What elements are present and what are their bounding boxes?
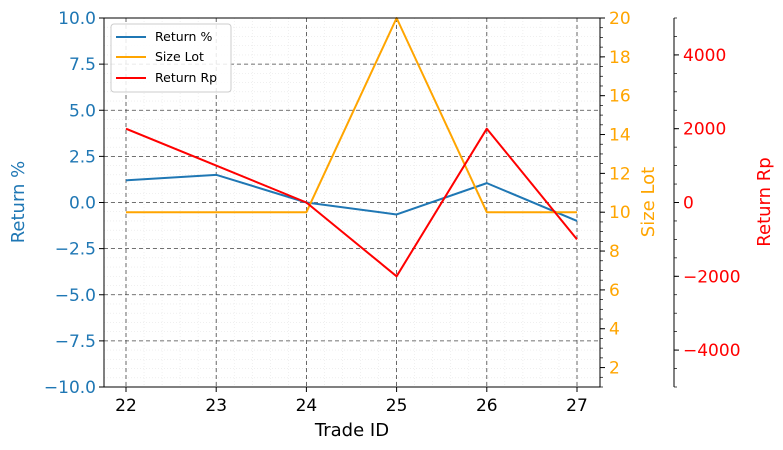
size-lot-tick-label: 8 [609,242,620,262]
return-rp-tick-label: −4000 [683,341,741,361]
left-axis-title: Return % [8,161,29,244]
size-lot-tick-label: 16 [609,87,631,107]
return-rp-tick-label: 4000 [683,46,726,66]
size-lot-tick-label: 12 [609,164,631,184]
x-tick-label: 23 [205,396,227,416]
size-lot-tick-label: 18 [609,48,631,68]
legend: Return % Size Lot Return Rp [110,23,232,93]
size-lot-axis: 2 4 6 8 10 12 14 16 18 20 [600,9,631,388]
series-line-return-rp [125,127,578,278]
return-rp-tick-label: 0 [683,194,694,214]
size-lot-tick-label: 20 [609,9,631,29]
legend-label-return-pct: Return % [155,29,212,44]
x-tick-label: 25 [386,396,408,416]
size-lot-tick-label: 6 [609,281,620,301]
x-tick-label: 26 [476,396,498,416]
left-axis-tick-label: −10.0 [44,378,96,398]
series-line-size-lot [126,17,577,214]
legend-box [110,23,232,93]
size-lot-tick-label: 4 [609,320,620,340]
left-axis: −10.0 −7.5 −5.0 −2.5 0.0 2.5 5.0 7.5 10.0 [44,9,104,398]
legend-label-return-rp: Return Rp [155,70,217,85]
legend-label-size-lot: Size Lot [155,49,204,64]
size-lot-tick-label: 14 [609,126,631,146]
size-lot-tick-label: 10 [609,203,631,223]
return-rp-tick-label: 2000 [683,120,726,140]
series-lines [125,17,578,278]
left-axis-tick-label: −7.5 [55,332,96,352]
return-rp-tick-label: −2000 [683,267,741,287]
size-lot-tick-label: 2 [609,359,620,379]
left-axis-tick-label: 0.0 [69,194,96,214]
x-axis: 22 23 24 25 26 27 [115,387,588,416]
x-tick-label: 27 [566,396,588,416]
left-axis-tick-label: 2.5 [69,147,96,167]
left-axis-tick-label: 5.0 [69,101,96,121]
size-lot-axis-title: Size Lot [638,167,659,237]
x-tick-label: 22 [115,396,137,416]
left-axis-tick-label: 7.5 [69,55,96,75]
left-axis-tick-label: −5.0 [55,286,96,306]
return-rp-axis-title: Return Rp [754,157,775,246]
x-axis-title: Trade ID [314,420,389,441]
left-axis-tick-label: 10.0 [58,9,96,29]
series-line-return [125,173,578,222]
left-axis-tick-label: −2.5 [55,240,96,260]
return-rp-axis: −4000 −2000 0 2000 4000 [673,17,741,388]
x-tick-label: 24 [296,396,318,416]
